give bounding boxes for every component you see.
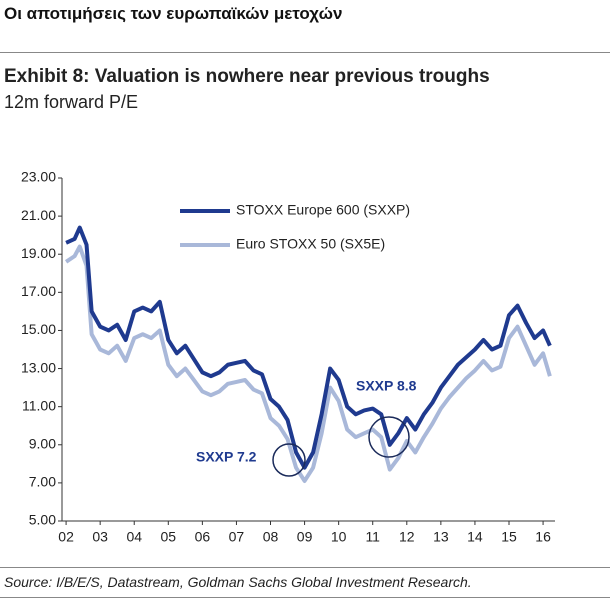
x-tick-label: 02 [58,529,74,545]
chart-title: Exhibit 8: Valuation is nowhere near pre… [4,66,490,87]
chart-subtitle: 12m forward P/E [4,92,139,112]
x-tick-label: 12 [399,529,415,545]
x-tick-label: 04 [126,529,142,545]
series-line [64,244,552,483]
x-tick-label: 13 [433,529,449,545]
x-tick-label: 10 [331,529,347,545]
x-tick-label: 05 [161,529,177,545]
series-line [65,225,552,470]
y-tick-label: 17.00 [21,283,56,299]
x-tick-label: 14 [467,529,483,545]
y-tick-label: 9.00 [29,435,56,451]
x-tick-label: 16 [535,529,551,545]
separator [0,567,610,568]
y-tick-label: 11.00 [22,397,56,413]
chart: 5.00 7.00 9.00 11.00 13.00 15.00 17.00 19.00 21.… [21,169,555,545]
y-tick-label: 15.00 [21,321,56,337]
legend-label: Euro STOXX 50 (SX5E) [236,236,385,252]
y-tick-label: 13.00 [21,359,56,375]
x-tick-label: 06 [195,529,211,545]
separator [0,52,610,53]
x-tick-label: 07 [229,529,245,545]
x-tick-label: 08 [263,529,279,545]
x-tick-label: 11 [365,529,380,545]
x-tick-label: 09 [297,529,313,545]
x-tick-label: 15 [501,529,517,545]
annotation: SXXP 8.8 [356,378,417,394]
y-tick-label: 5.00 [29,512,56,528]
y-tick-label: 7.00 [29,474,56,490]
y-tick-label: 19.00 [21,245,56,261]
y-tick-label: 21.00 [21,207,56,223]
source-note: Source: I/B/E/S, Datastream, Goldman Sac… [4,574,472,590]
plot: 5.00 7.00 9.00 11.00 13.00 15.00 17.00 19.00 21.… [21,169,555,545]
separator [0,597,610,598]
annotation: SXXP 7.2 [196,449,257,465]
highlight-circle [368,416,410,458]
legend-label: STOXX Europe 600 (SXXP) [236,202,410,218]
highlight-circle [272,443,306,477]
page-heading: Οι αποτιμήσεις των ευρωπαϊκών μετοχών [4,4,343,23]
y-tick-label: 23.00 [21,169,56,185]
x-tick-label: 03 [92,529,108,545]
